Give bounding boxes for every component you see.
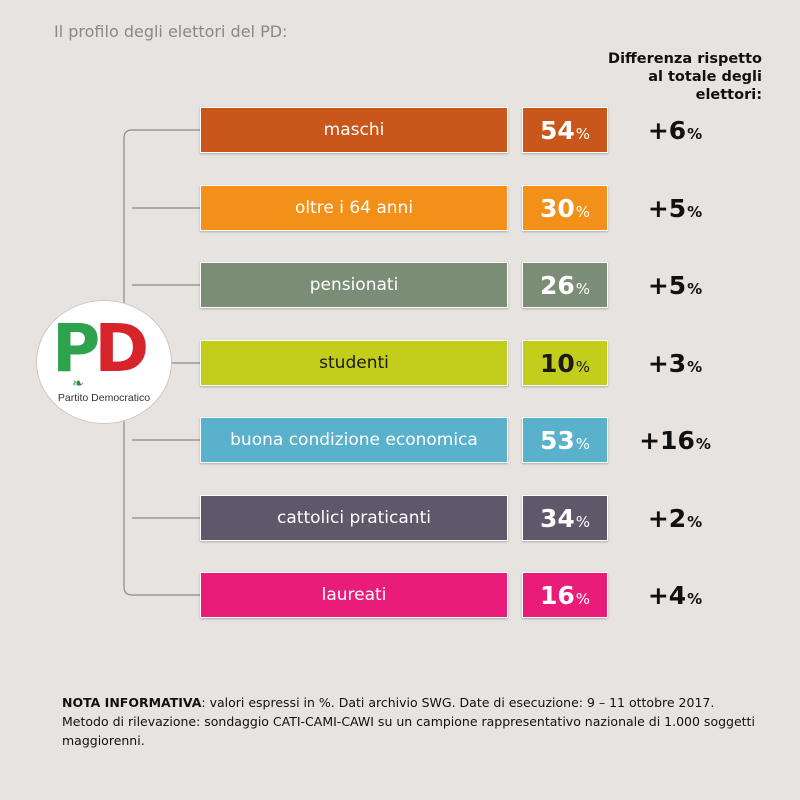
- row-value-percent-sign: %: [575, 203, 591, 221]
- row-label-3: studenti: [200, 340, 508, 386]
- row-diff-number: +6: [647, 115, 687, 145]
- pd-logo-text: Partito Democratico: [57, 392, 151, 404]
- row-diff-number: +3: [647, 348, 687, 378]
- pd-logo-letters: PD: [52, 316, 149, 382]
- row-diff-percent-sign: %: [687, 358, 703, 376]
- row-value-number: 10: [539, 348, 575, 378]
- row-value-percent-sign: %: [575, 280, 591, 298]
- row-label-text: maschi: [323, 120, 385, 140]
- row-diff-4: +16%: [630, 417, 720, 463]
- row-diff-percent-sign: %: [687, 590, 703, 608]
- note-text: : valori espressi in %. Dati archivio SW…: [62, 695, 755, 748]
- row-value-number: 34: [539, 503, 575, 533]
- page-title: Il profilo degli elettori del PD:: [54, 22, 288, 41]
- row-value-6: 16%: [522, 572, 608, 618]
- row-diff-percent-sign: %: [687, 280, 703, 298]
- diff-header-line2: al totale degli elettori:: [648, 69, 762, 103]
- row-value-5: 34%: [522, 495, 608, 541]
- pd-logo-d: D: [94, 310, 149, 387]
- row-diff-5: +2%: [630, 495, 720, 541]
- row-value-number: 30: [539, 193, 575, 223]
- row-diff-number: +4: [647, 580, 687, 610]
- row-label-6: laureati: [200, 572, 508, 618]
- row-label-text: pensionati: [309, 275, 399, 295]
- row-label-text: oltre i 64 anni: [294, 198, 414, 218]
- row-value-number: 54: [539, 115, 575, 145]
- row-diff-percent-sign: %: [687, 203, 703, 221]
- note-label: NOTA INFORMATIVA: [62, 695, 202, 710]
- row-value-2: 26%: [522, 262, 608, 308]
- pd-logo: PD ❧ Partito Democratico: [36, 300, 172, 424]
- row-label-text: cattolici praticanti: [277, 508, 431, 528]
- row-label-4: buona condizione economica: [200, 417, 508, 463]
- diff-column-header: Differenza rispetto al totale degli elet…: [584, 50, 762, 104]
- note-informativa: NOTA INFORMATIVA: valori espressi in %. …: [62, 693, 762, 750]
- row-value-0: 54%: [522, 107, 608, 153]
- row-diff-number: +5: [647, 270, 687, 300]
- row-value-3: 10%: [522, 340, 608, 386]
- row-label-1: oltre i 64 anni: [200, 185, 508, 231]
- row-diff-3: +3%: [630, 340, 720, 386]
- row-value-percent-sign: %: [575, 125, 591, 143]
- diff-header-line1: Differenza rispetto: [608, 51, 762, 67]
- row-diff-number: +16: [639, 425, 695, 455]
- olive-branch-icon: ❧: [72, 376, 84, 392]
- row-label-0: maschi: [200, 107, 508, 153]
- row-label-text: studenti: [319, 353, 389, 373]
- row-value-number: 16: [539, 580, 575, 610]
- row-value-1: 30%: [522, 185, 608, 231]
- row-value-number: 26: [539, 270, 575, 300]
- row-diff-percent-sign: %: [695, 435, 711, 453]
- row-value-4: 53%: [522, 417, 608, 463]
- row-value-percent-sign: %: [575, 358, 591, 376]
- row-value-percent-sign: %: [575, 435, 591, 453]
- row-diff-1: +5%: [630, 185, 720, 231]
- row-value-number: 53: [539, 425, 575, 455]
- row-label-5: cattolici praticanti: [200, 495, 508, 541]
- row-value-percent-sign: %: [575, 590, 591, 608]
- row-diff-2: +5%: [630, 262, 720, 308]
- row-diff-number: +5: [647, 193, 687, 223]
- row-diff-6: +4%: [630, 572, 720, 618]
- row-label-text: buona condizione economica: [230, 430, 478, 450]
- row-diff-percent-sign: %: [687, 125, 703, 143]
- row-label-2: pensionati: [200, 262, 508, 308]
- row-diff-0: +6%: [630, 107, 720, 153]
- row-diff-number: +2: [647, 503, 687, 533]
- pd-logo-p: P: [52, 310, 100, 387]
- row-value-percent-sign: %: [575, 513, 591, 531]
- row-diff-percent-sign: %: [687, 513, 703, 531]
- row-label-text: laureati: [321, 585, 387, 605]
